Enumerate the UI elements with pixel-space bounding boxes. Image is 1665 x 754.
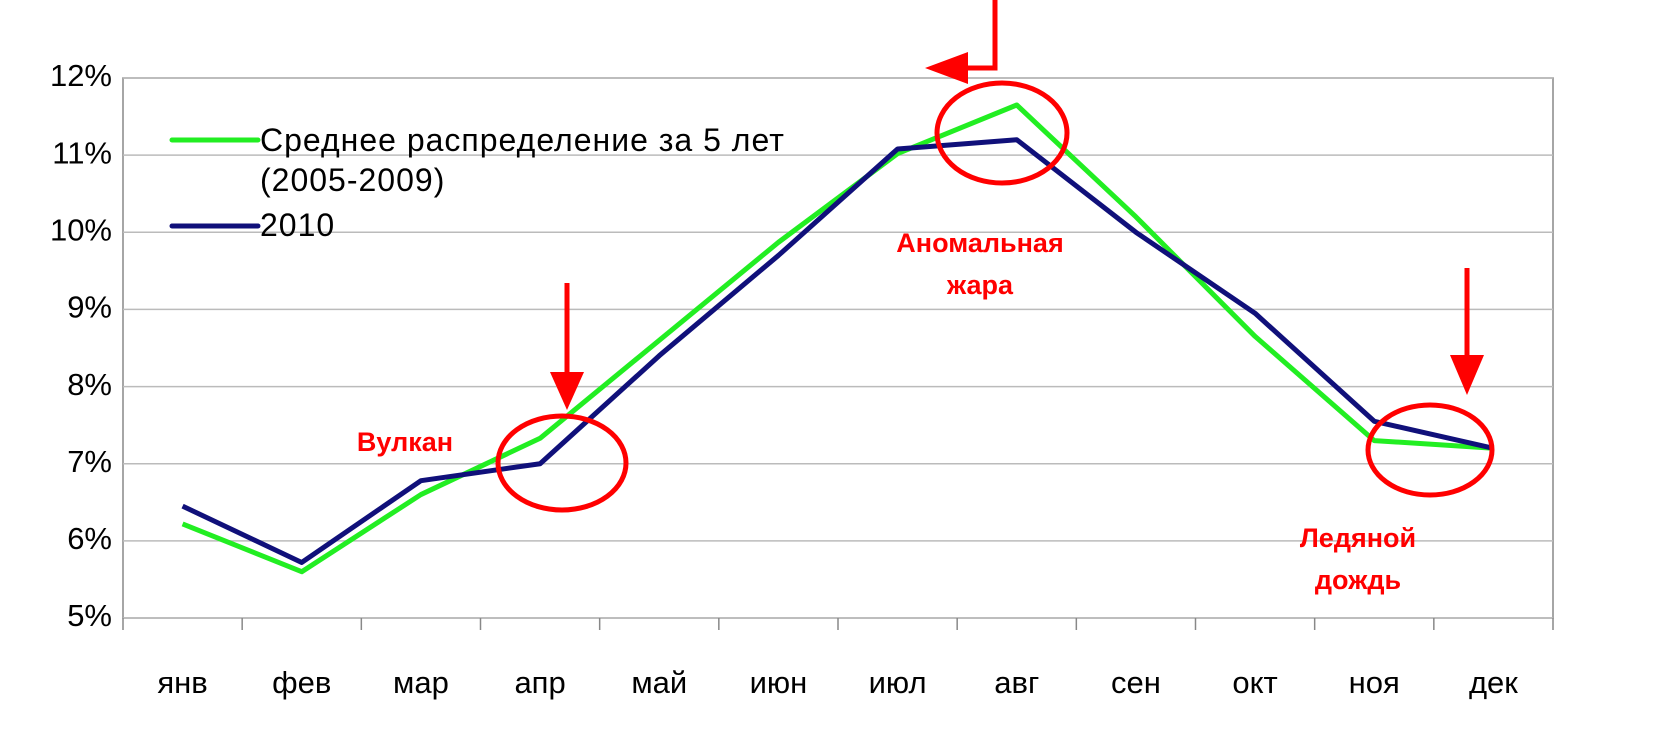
y-tick-label: 9% [67,290,112,325]
legend-label: Среднее распределение за 5 лет (2005-200… [260,122,785,198]
legend-label: 2010 [260,207,336,243]
y-tick-label: 11% [52,135,112,170]
x-tick-label: янв [157,665,207,700]
y-tick-label: 8% [67,367,112,402]
annotation: Вулкан [357,427,453,457]
y-tick-label: 5% [67,598,112,633]
arrow-head [550,372,584,410]
x-tick-label: сен [1111,665,1161,700]
annotation: Ледяной [1300,523,1416,553]
arrow-shaft [965,0,998,71]
legend [169,137,261,229]
x-tick-label: июн [750,665,808,700]
x-tick-label: май [631,665,687,700]
highlight-ellipse [495,413,629,513]
x-tick-label: фев [272,665,331,700]
x-tick-label: июл [869,665,927,700]
x-tick-label: ноя [1349,665,1400,700]
series-line [181,102,1494,575]
series-line [181,137,1494,565]
highlight-ellipse [934,80,1070,186]
y-tick-label: 7% [67,444,112,479]
y-tick-label: 6% [67,521,112,556]
x-tick-label: дек [1469,665,1518,700]
y-tick-label: 12% [50,58,112,93]
x-tick-label: авг [994,665,1039,700]
y-tick-label: 10% [50,212,112,247]
annotation: Аномальная [896,228,1063,258]
lines [181,102,1494,575]
x-tick-label: апр [514,665,565,700]
x-tick-label: мар [393,665,449,700]
annotation-shapes [495,0,1495,513]
arrow-head [1450,355,1484,395]
arrow-head [925,52,968,84]
annotation: жара [946,270,1014,300]
highlight-ellipse [1365,402,1495,498]
x-tick-label: окт [1232,665,1277,700]
annotation: дождь [1315,565,1401,595]
